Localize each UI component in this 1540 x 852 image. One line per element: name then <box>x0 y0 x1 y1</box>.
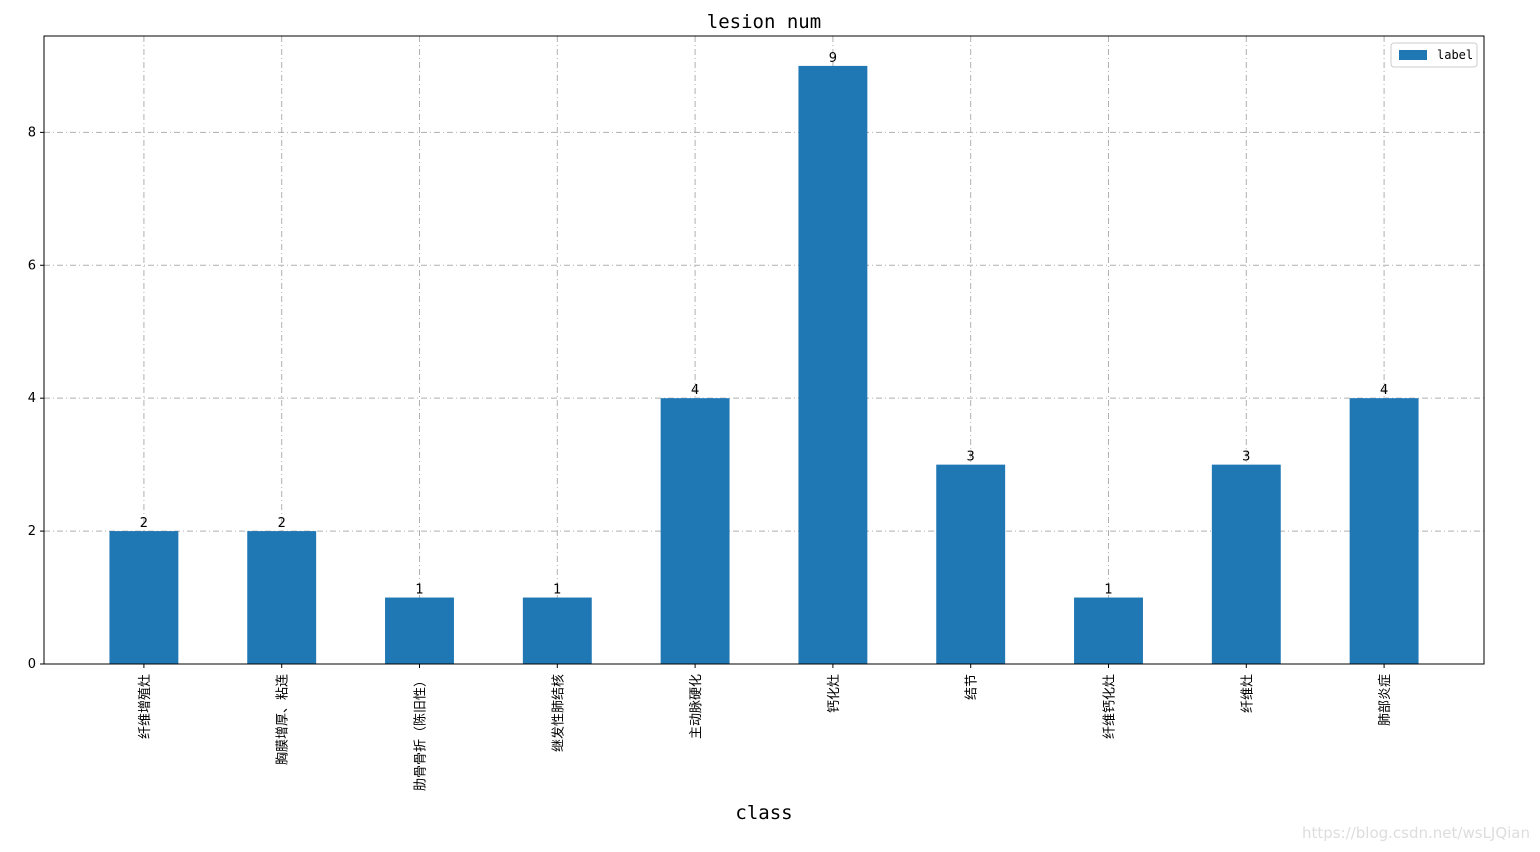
data-label: 1 <box>553 583 561 598</box>
x-tick-label: 结节 <box>965 674 980 700</box>
data-label: 1 <box>1104 583 1112 598</box>
bar <box>1211 464 1281 664</box>
data-label: 2 <box>140 516 148 531</box>
x-tick-label: 肋骨骨折（陈旧性） <box>413 674 429 791</box>
x-axis-title: class <box>735 802 792 824</box>
bar <box>660 398 730 664</box>
y-tick-label: 6 <box>28 258 36 273</box>
y-tick-label: 4 <box>28 391 36 406</box>
data-label: 4 <box>1380 383 1388 398</box>
x-tick-label: 纤维钙化灶 <box>1102 674 1117 739</box>
data-label: 3 <box>967 450 975 465</box>
legend-swatch <box>1399 50 1427 60</box>
y-tick-label: 0 <box>28 657 36 672</box>
data-label: 1 <box>415 583 423 598</box>
x-tick-label: 胸膜增厚、粘连 <box>275 674 291 765</box>
x-tick-label: 继发性肺结核 <box>550 674 566 752</box>
chart-title: lesion num <box>707 11 821 33</box>
bar <box>385 597 454 664</box>
bar <box>1074 597 1143 664</box>
data-label: 9 <box>829 51 837 66</box>
y-tick-label: 2 <box>28 524 36 539</box>
bar <box>109 531 179 664</box>
x-tick-label: 肺部炎症 <box>1378 674 1393 726</box>
data-label: 2 <box>278 516 286 531</box>
bar <box>247 531 317 664</box>
bar <box>1349 398 1419 664</box>
plot-frame <box>43 35 1485 665</box>
data-label: 3 <box>1242 450 1250 465</box>
legend-box <box>1390 42 1478 68</box>
y-tick-label: 8 <box>28 125 36 140</box>
x-tick-label: 纤维灶 <box>1240 674 1255 713</box>
x-tick-label: 钙化灶 <box>827 674 842 713</box>
legend-label: label <box>1437 48 1473 62</box>
watermark: https://blog.csdn.net/wsLJQian <box>1302 824 1530 842</box>
bar <box>522 597 592 664</box>
x-tick-label: 纤维增殖灶 <box>137 674 153 739</box>
legend: label <box>1390 42 1478 68</box>
bar <box>798 65 868 664</box>
data-label: 4 <box>691 383 699 398</box>
bar <box>936 464 1006 664</box>
x-tick-label: 主动脉硬化 <box>689 674 704 739</box>
